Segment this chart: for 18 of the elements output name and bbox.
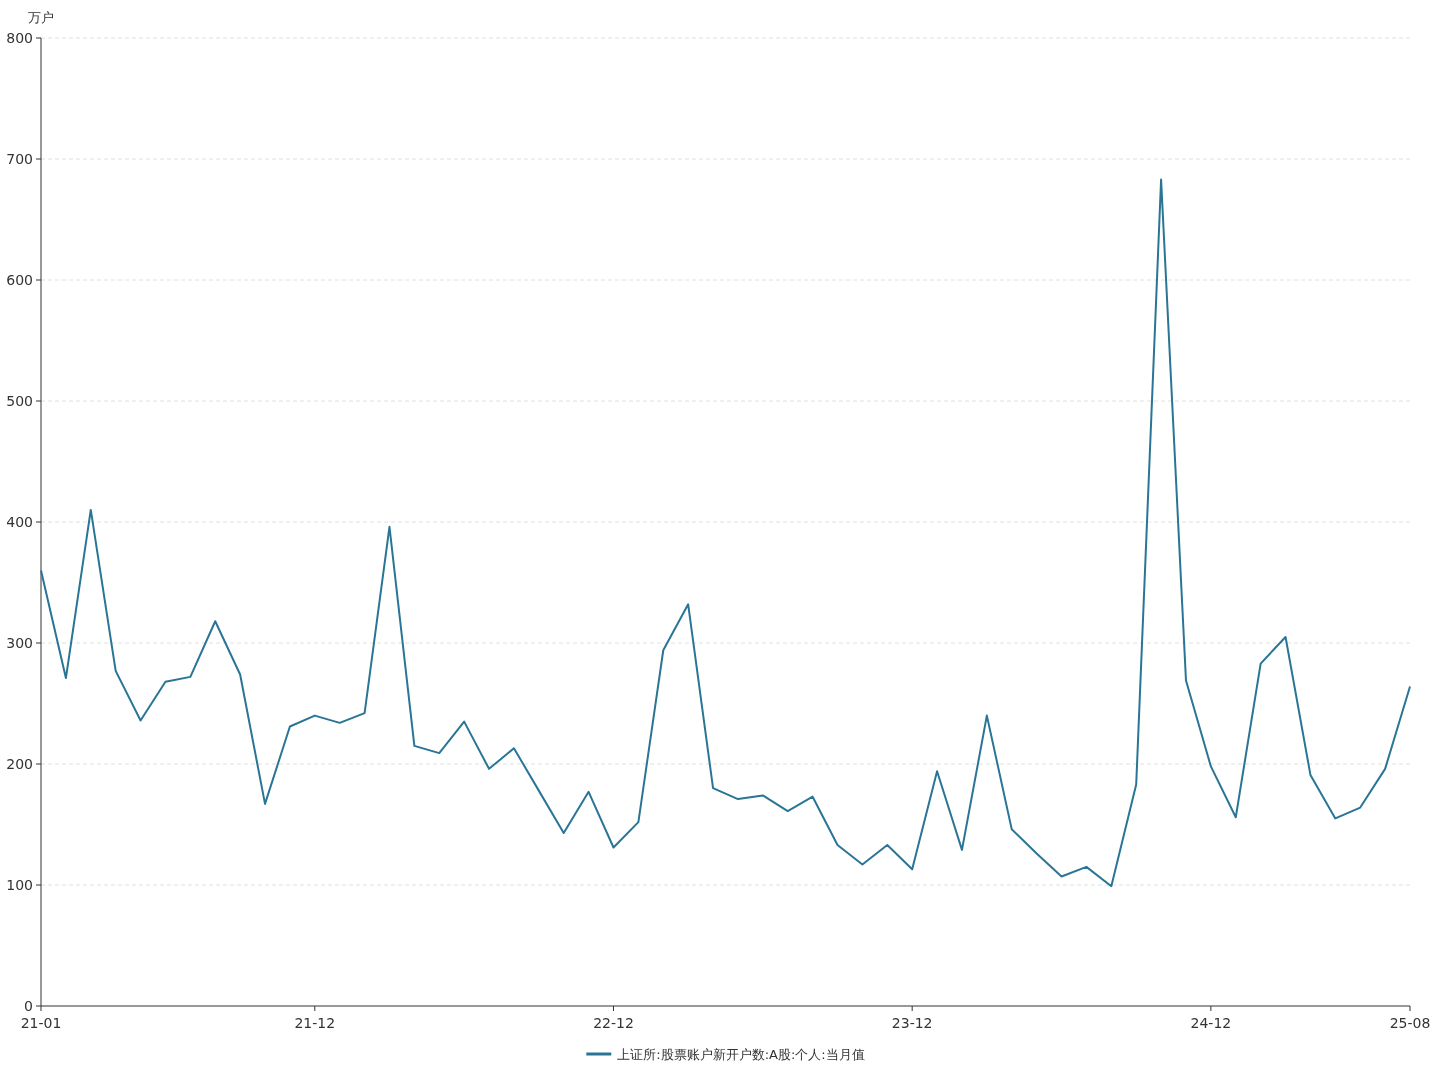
y-tick-label: 400 xyxy=(6,514,33,530)
y-tick-label: 100 xyxy=(6,877,33,893)
legend-label: 上证所:股票账户新开户数:A股:个人:当月值 xyxy=(617,1047,865,1062)
y-tick-label: 200 xyxy=(6,756,33,772)
x-tick-label: 23-12 xyxy=(891,1015,933,1031)
y-tick-label: 600 xyxy=(6,272,33,288)
y-tick-label: 700 xyxy=(6,151,33,167)
y-tick-label: 500 xyxy=(6,393,33,409)
y-tick-label: 0 xyxy=(24,998,33,1014)
x-tick-label: 21-12 xyxy=(294,1015,336,1031)
x-tick-label: 25-08 xyxy=(1389,1015,1431,1031)
x-tick-label: 24-12 xyxy=(1190,1015,1232,1031)
y-axis-title: 万户 xyxy=(28,10,54,25)
y-tick-label: 800 xyxy=(6,30,33,46)
x-tick-label: 22-12 xyxy=(593,1015,634,1031)
line-series xyxy=(40,178,1411,888)
x-tick-label: 21-01 xyxy=(20,1015,62,1031)
y-tick-label: 300 xyxy=(6,635,33,651)
